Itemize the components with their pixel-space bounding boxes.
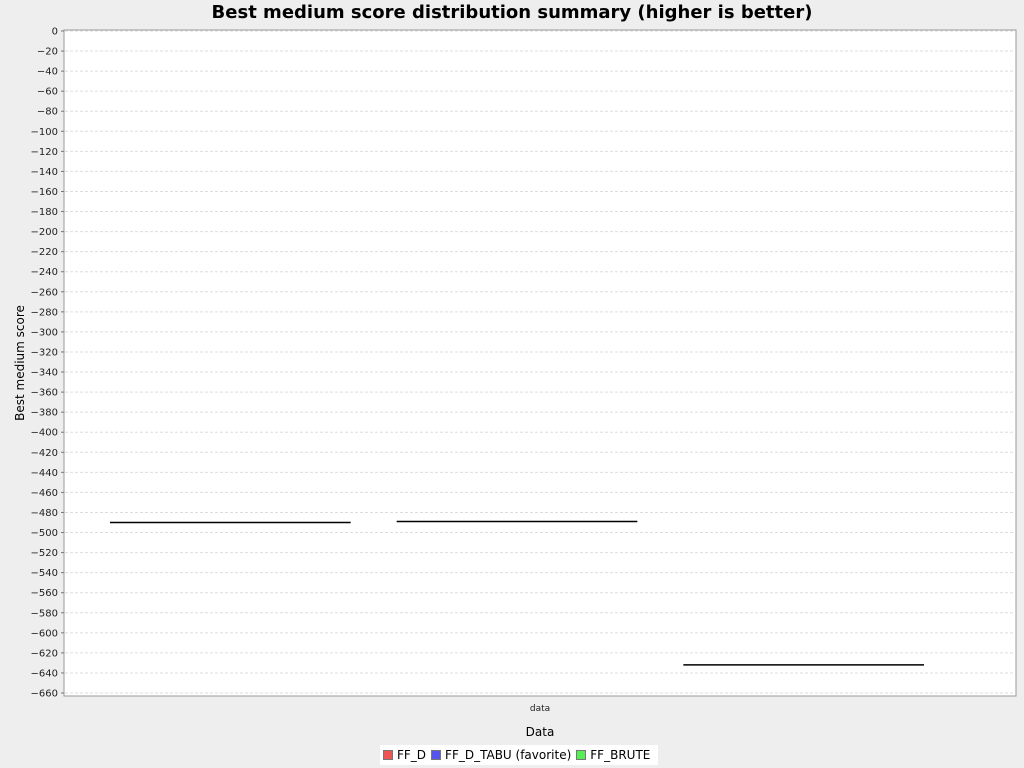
y-tick-label: −620 bbox=[31, 648, 58, 659]
legend-swatch-ff-brute bbox=[576, 750, 587, 760]
legend-item-ff-brute: FF_BRUTE bbox=[576, 748, 650, 762]
y-tick-label: −20 bbox=[37, 47, 58, 58]
y-tick-label: −640 bbox=[31, 668, 58, 679]
y-tick-label: −300 bbox=[31, 327, 58, 338]
legend-item-ff-d: FF_D bbox=[383, 748, 426, 762]
y-tick-label: −200 bbox=[31, 227, 58, 238]
y-tick-label: −60 bbox=[37, 87, 58, 98]
y-axis-label: Best medium score bbox=[13, 305, 27, 421]
y-tick-label: −240 bbox=[31, 267, 58, 278]
y-tick-label: −80 bbox=[37, 107, 58, 118]
chart-title: Best medium score distribution summary (… bbox=[211, 2, 813, 23]
y-tick-label: −120 bbox=[31, 147, 58, 158]
y-tick-label: −520 bbox=[31, 548, 58, 559]
legend-swatch-ff-d-tabu bbox=[431, 750, 442, 760]
y-tick-label: −40 bbox=[37, 67, 58, 78]
y-tick-label: −600 bbox=[31, 628, 58, 639]
y-axis-ticks: 0 −20 −40 −60 −80 −100 −120 −140 −160 −180 −200 −22… bbox=[31, 27, 64, 700]
y-tick-label: −340 bbox=[31, 368, 58, 379]
y-tick-label: −140 bbox=[31, 167, 58, 178]
y-tick-label: −100 bbox=[31, 127, 58, 138]
y-tick-label: −460 bbox=[31, 488, 58, 499]
y-tick-label: −480 bbox=[31, 508, 58, 519]
legend-swatch-ff-d bbox=[383, 750, 393, 760]
y-tick-label: −180 bbox=[31, 207, 58, 218]
x-axis-label: Data bbox=[526, 725, 555, 739]
gridlines bbox=[65, 30, 1015, 694]
y-tick-label: −660 bbox=[31, 689, 58, 700]
y-tick-label: −160 bbox=[31, 187, 58, 198]
chart-plot: 0 −20 −40 −60 −80 −100 −120 −140 −160 −180 −200 −22… bbox=[13, 27, 1017, 739]
y-tick-label: −360 bbox=[31, 388, 58, 399]
legend-item-ff-d-tabu: FF_D_TABU (favorite) bbox=[431, 748, 571, 762]
data-series bbox=[110, 520, 924, 666]
y-tick-label: −260 bbox=[31, 287, 58, 298]
legend-label-ff-brute: FF_BRUTE bbox=[590, 748, 651, 762]
y-tick-label: −280 bbox=[31, 307, 58, 318]
y-tick-label: −400 bbox=[31, 428, 58, 439]
legend-label-ff-d: FF_D bbox=[397, 748, 427, 762]
y-tick-label: 0 bbox=[52, 27, 58, 38]
y-tick-label: −540 bbox=[31, 568, 58, 579]
y-tick-label: −320 bbox=[31, 347, 58, 358]
legend: FF_D FF_D_TABU (favorite) FF_BRUTE bbox=[380, 745, 659, 765]
y-tick-label: −420 bbox=[31, 448, 58, 459]
y-tick-label: −220 bbox=[31, 247, 58, 258]
y-tick-label: −380 bbox=[31, 408, 58, 419]
legend-label-ff-d-tabu: FF_D_TABU (favorite) bbox=[445, 748, 572, 762]
y-tick-label: −440 bbox=[31, 468, 58, 479]
plot-area bbox=[63, 29, 1017, 697]
y-tick-label: −500 bbox=[31, 528, 58, 539]
y-tick-label: −580 bbox=[31, 608, 58, 619]
category-label: data bbox=[530, 704, 550, 714]
y-tick-label: −560 bbox=[31, 588, 58, 599]
